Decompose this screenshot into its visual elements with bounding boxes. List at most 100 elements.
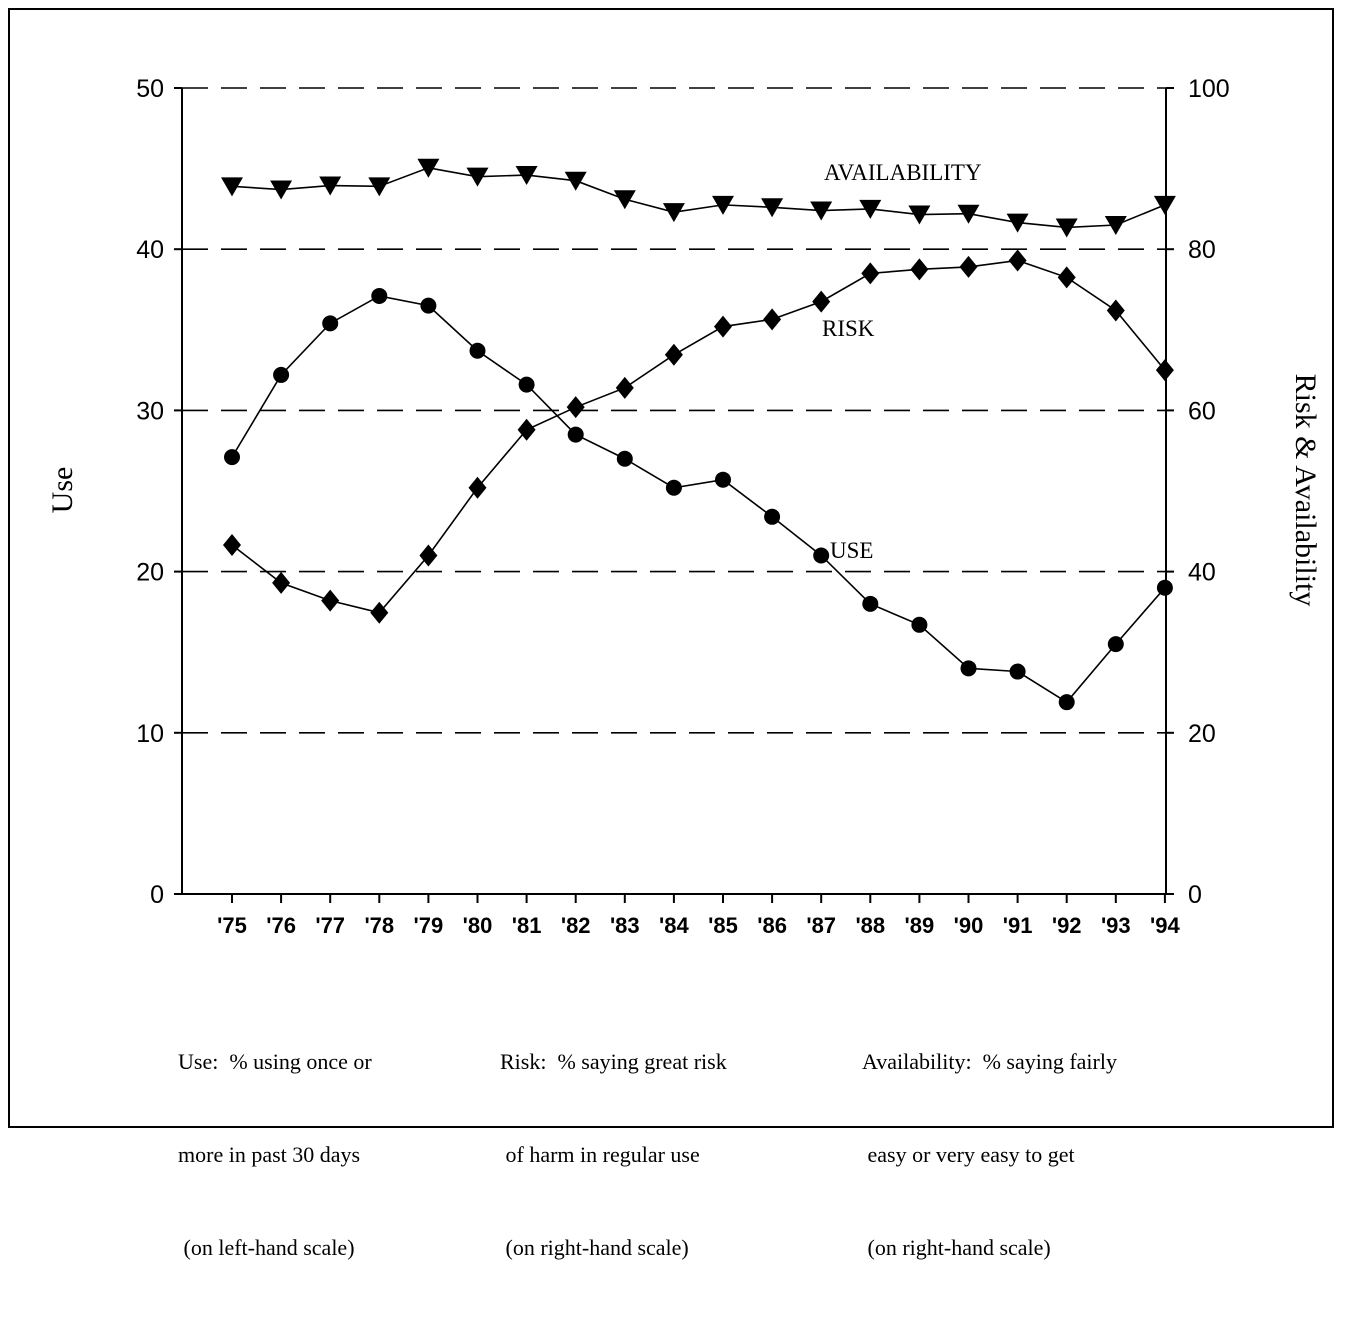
x-tick-label: '78 xyxy=(364,913,394,938)
x-tick-label: '92 xyxy=(1052,913,1082,938)
x-tick-label: '94 xyxy=(1150,913,1180,938)
use-point xyxy=(764,508,781,525)
availability-point xyxy=(221,177,243,197)
risk-point xyxy=(223,534,241,557)
x-tick-label: '83 xyxy=(610,913,640,938)
note-line: Use: % using once or xyxy=(178,1049,372,1074)
left-tick-label: 30 xyxy=(136,397,164,425)
availability-point xyxy=(761,198,784,218)
availability-point xyxy=(613,190,636,210)
availability-point xyxy=(1153,195,1176,215)
availability-point xyxy=(1104,216,1127,236)
availability-point xyxy=(1006,213,1029,233)
annotation-risk: RISK xyxy=(822,316,875,341)
risk-point xyxy=(419,544,438,567)
x-tick-label: '90 xyxy=(954,913,984,938)
use-point xyxy=(862,595,879,612)
use-point xyxy=(1156,579,1173,596)
availability-point xyxy=(908,205,931,225)
x-tick-label: '88 xyxy=(855,913,885,938)
left-tick-label: 50 xyxy=(136,75,164,103)
risk-point xyxy=(910,258,929,281)
risk-point xyxy=(714,315,732,338)
use-point xyxy=(911,616,928,633)
x-tick-label: '80 xyxy=(463,913,493,938)
x-tick-label: '91 xyxy=(1003,913,1033,938)
series-group xyxy=(221,158,1176,711)
right-tick-label: 40 xyxy=(1188,559,1216,587)
note-line: Risk: % saying great risk xyxy=(500,1049,727,1074)
right-tick-label: 100 xyxy=(1188,75,1230,103)
availability-line xyxy=(231,166,1166,229)
availability-legend-note: Availability: % saying fairly easy or ve… xyxy=(862,984,1117,1325)
risk-point xyxy=(959,255,978,278)
risk-point xyxy=(1155,359,1174,382)
use-point xyxy=(420,297,437,314)
left-tick-label: 20 xyxy=(136,559,164,587)
note-line: easy or very easy to get xyxy=(862,1142,1075,1167)
use-point xyxy=(1107,636,1124,653)
note-line: more in past 30 days xyxy=(178,1142,361,1167)
x-tick-label: '77 xyxy=(315,913,345,938)
line-chart: 0 10 20 30 40 50 0 20 40 60 80 100 '75 '76 '77 '78 '79… xyxy=(46,75,1322,938)
left-axis-title: Use xyxy=(46,467,79,514)
right-tick-label: 60 xyxy=(1188,397,1216,425)
use-legend-note: Use: % using once or more in past 30 day… xyxy=(178,984,372,1325)
use-point xyxy=(616,450,633,467)
x-tick-label: '87 xyxy=(806,913,836,938)
use-point xyxy=(567,426,584,443)
availability-point xyxy=(270,180,293,200)
risk-point xyxy=(1106,299,1125,322)
risk-point xyxy=(861,262,880,285)
note-line: (on left-hand scale) xyxy=(178,1235,355,1260)
x-tick-label: '85 xyxy=(708,913,738,938)
x-axis-ticks: '75 '76 '77 '78 '79 '80 '81 '82 '83 '84 '85 '86 '87 '… xyxy=(217,894,1181,938)
use-point xyxy=(371,287,388,304)
risk-point xyxy=(272,571,291,594)
left-tick-label: 10 xyxy=(136,720,164,748)
risk-point xyxy=(517,418,536,441)
left-axis-ticks: 0 10 20 30 40 50 xyxy=(136,75,182,909)
right-tick-label: 0 xyxy=(1188,881,1202,909)
gridlines xyxy=(182,87,1166,734)
annotation-use: USE xyxy=(830,538,873,563)
use-point xyxy=(224,449,240,466)
x-tick-label: '89 xyxy=(905,913,935,938)
x-tick-label: '82 xyxy=(561,913,591,938)
use-point xyxy=(715,471,731,488)
availability-point xyxy=(1055,218,1078,238)
risk-point xyxy=(566,396,585,419)
availability-point xyxy=(417,158,440,178)
availability-point xyxy=(466,167,489,187)
availability-point xyxy=(564,171,587,191)
x-tick-label: '76 xyxy=(266,913,296,938)
annotation-availability: AVAILABILITY xyxy=(824,160,982,185)
use-point xyxy=(1058,694,1075,711)
chart-frame: 0 10 20 30 40 50 0 20 40 60 80 100 '75 '76 '77 '78 '79… xyxy=(8,8,1334,1260)
use-point xyxy=(960,660,977,677)
use-point xyxy=(813,547,830,564)
x-tick-label: '86 xyxy=(757,913,787,938)
risk-point xyxy=(664,343,683,366)
risk-legend-note: Risk: % saying great risk of harm in reg… xyxy=(500,984,727,1325)
use-point xyxy=(469,342,486,359)
availability-point xyxy=(662,203,685,223)
note-line: Availability: % saying fairly xyxy=(862,1049,1117,1074)
use-point xyxy=(1009,663,1026,680)
risk-point xyxy=(615,376,634,399)
use-point xyxy=(518,376,535,393)
risk-point xyxy=(1008,249,1027,272)
left-tick-label: 0 xyxy=(150,881,164,909)
risk-point xyxy=(468,476,487,499)
risk-line xyxy=(231,259,1166,614)
right-axis-ticks: 0 20 40 60 80 100 xyxy=(1166,75,1230,909)
use-point xyxy=(665,479,682,496)
x-tick-label: '81 xyxy=(512,913,542,938)
use-point xyxy=(273,366,290,383)
x-tick-label: '75 xyxy=(217,913,247,938)
availability-point xyxy=(368,177,391,197)
availability-point xyxy=(319,176,342,196)
right-tick-label: 20 xyxy=(1188,720,1216,748)
note-line: (on right-hand scale) xyxy=(500,1235,689,1260)
availability-point xyxy=(810,201,833,221)
